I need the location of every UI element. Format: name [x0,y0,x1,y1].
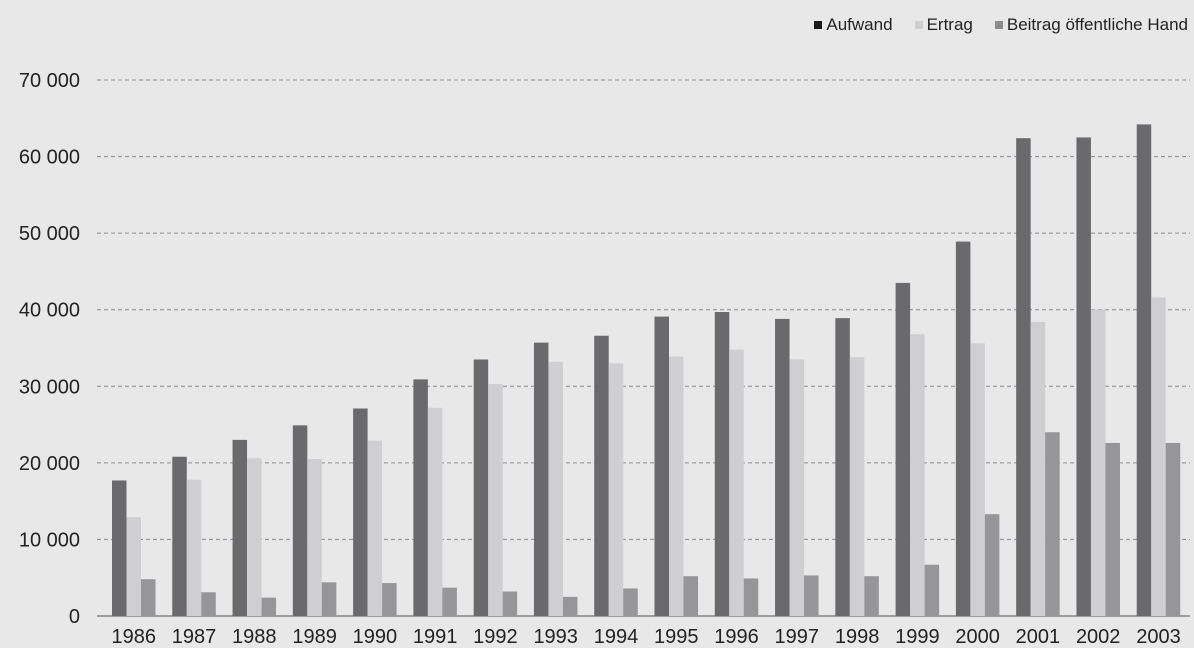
bar-ertrag-2002 [1090,309,1106,616]
bar-aufwand-1995 [654,316,669,616]
x-tick-label: 1993 [533,626,578,648]
x-tick-label: 1991 [413,626,458,648]
legend-swatch [814,21,823,29]
legend-label: Beitrag öffentliche Hand [1006,15,1188,34]
bar-aufwand-2003 [1136,124,1152,616]
bar-aufwand-1987 [172,456,187,616]
bar-beitrag-ffentliche-hand-2003 [1165,442,1181,616]
bar-beitrag-ffentliche-hand-1987 [201,592,216,616]
bar-ertrag-1989 [307,459,322,616]
x-tick-label: 1997 [775,626,820,648]
y-tick-label: 0 [69,606,80,628]
bar-beitrag-ffentliche-hand-2000 [984,514,1000,616]
x-tick-label: 1986 [112,626,157,648]
y-tick-label: 30 000 [19,376,80,398]
bar-aufwand-2001 [1016,138,1031,617]
x-tick-label: 1998 [835,626,880,648]
x-tick-label: 2002 [1076,626,1121,648]
x-tick-label: 1987 [172,626,217,648]
bar-beitrag-ffentliche-hand-1991 [442,587,457,616]
bar-beitrag-ffentliche-hand-2002 [1105,442,1120,616]
bar-beitrag-ffentliche-hand-1998 [864,576,879,616]
x-tick-label: 1988 [232,626,277,648]
bar-ertrag-1993 [548,361,563,616]
y-tick-label: 50 000 [19,223,80,245]
y-tick-label: 60 000 [19,147,80,169]
bar-ertrag-1988 [247,458,262,616]
x-tick-label: 1990 [353,626,398,648]
legend-label: Aufwand [826,15,893,34]
bar-beitrag-ffentliche-hand-1994 [623,588,638,616]
bar-beitrag-ffentliche-hand-1996 [743,578,759,616]
bar-ertrag-2001 [1030,321,1046,616]
bar-ertrag-2000 [970,343,985,616]
bar-ertrag-1996 [729,349,744,616]
x-tick-label: 1999 [895,626,940,648]
bar-beitrag-ffentliche-hand-1990 [382,583,397,616]
bar-beitrag-ffentliche-hand-1989 [321,582,337,616]
bar-beitrag-ffentliche-hand-1988 [261,597,277,616]
bar-beitrag-ffentliche-hand-2001 [1045,432,1060,616]
bar-ertrag-1997 [789,359,805,616]
x-tick-label: 1995 [654,626,699,648]
bar-ertrag-1986 [126,517,141,616]
bar-ertrag-1992 [488,383,503,616]
x-tick-label: 1992 [473,626,518,648]
bar-beitrag-ffentliche-hand-1993 [562,596,578,616]
bar-beitrag-ffentliche-hand-1999 [924,564,940,616]
bar-aufwand-1994 [594,335,609,616]
bar-beitrag-ffentliche-hand-1995 [683,576,698,616]
bar-aufwand-2000 [955,241,971,616]
bar-ertrag-1994 [608,363,624,616]
legend-swatch [994,21,1003,29]
x-tick-label: 2001 [1016,626,1061,648]
legend-swatch [914,21,923,29]
bar-ertrag-1999 [910,334,925,616]
bar-beitrag-ffentliche-hand-1992 [502,591,518,616]
chart-legend: Aufwand Ertrag Beitrag öffentliche Hand [792,15,1188,35]
x-tick-label: 1989 [292,626,337,648]
bar-aufwand-1986 [112,480,127,616]
bar-aufwand-1993 [533,342,549,616]
bar-ertrag-1990 [367,440,383,616]
bar-aufwand-1992 [473,359,489,616]
bar-ertrag-1991 [427,407,443,616]
x-tick-label: 1996 [714,626,759,648]
bar-ertrag-1998 [849,357,865,616]
y-tick-label: 70 000 [19,70,80,92]
bar-aufwand-1999 [895,282,911,616]
bar-aufwand-1989 [292,425,308,616]
bar-aufwand-1991 [413,379,428,616]
bar-beitrag-ffentliche-hand-1997 [804,575,819,616]
y-tick-label: 10 000 [19,529,80,551]
x-tick-label: 2003 [1136,626,1181,648]
x-tick-label: 1994 [594,626,639,648]
legend-label: Ertrag [926,15,973,34]
legend-item: Aufwand [814,15,893,35]
bar-aufwand-1996 [714,312,730,616]
bar-aufwand-1997 [775,318,790,616]
y-tick-label: 20 000 [19,453,80,475]
bar-aufwand-1988 [232,439,248,616]
bar-aufwand-2002 [1076,137,1091,616]
x-tick-label: 2000 [955,626,1000,648]
bar-ertrag-2003 [1151,297,1166,616]
y-tick-label: 40 000 [19,300,80,322]
bar-aufwand-1998 [835,318,850,616]
bar-ertrag-1995 [669,356,684,616]
bar-ertrag-1987 [186,479,202,616]
legend-item: Beitrag öffentliche Hand [994,15,1188,35]
bar-aufwand-1990 [353,408,368,616]
bar-beitrag-ffentliche-hand-1986 [141,579,156,616]
legend-item: Ertrag [914,15,973,35]
